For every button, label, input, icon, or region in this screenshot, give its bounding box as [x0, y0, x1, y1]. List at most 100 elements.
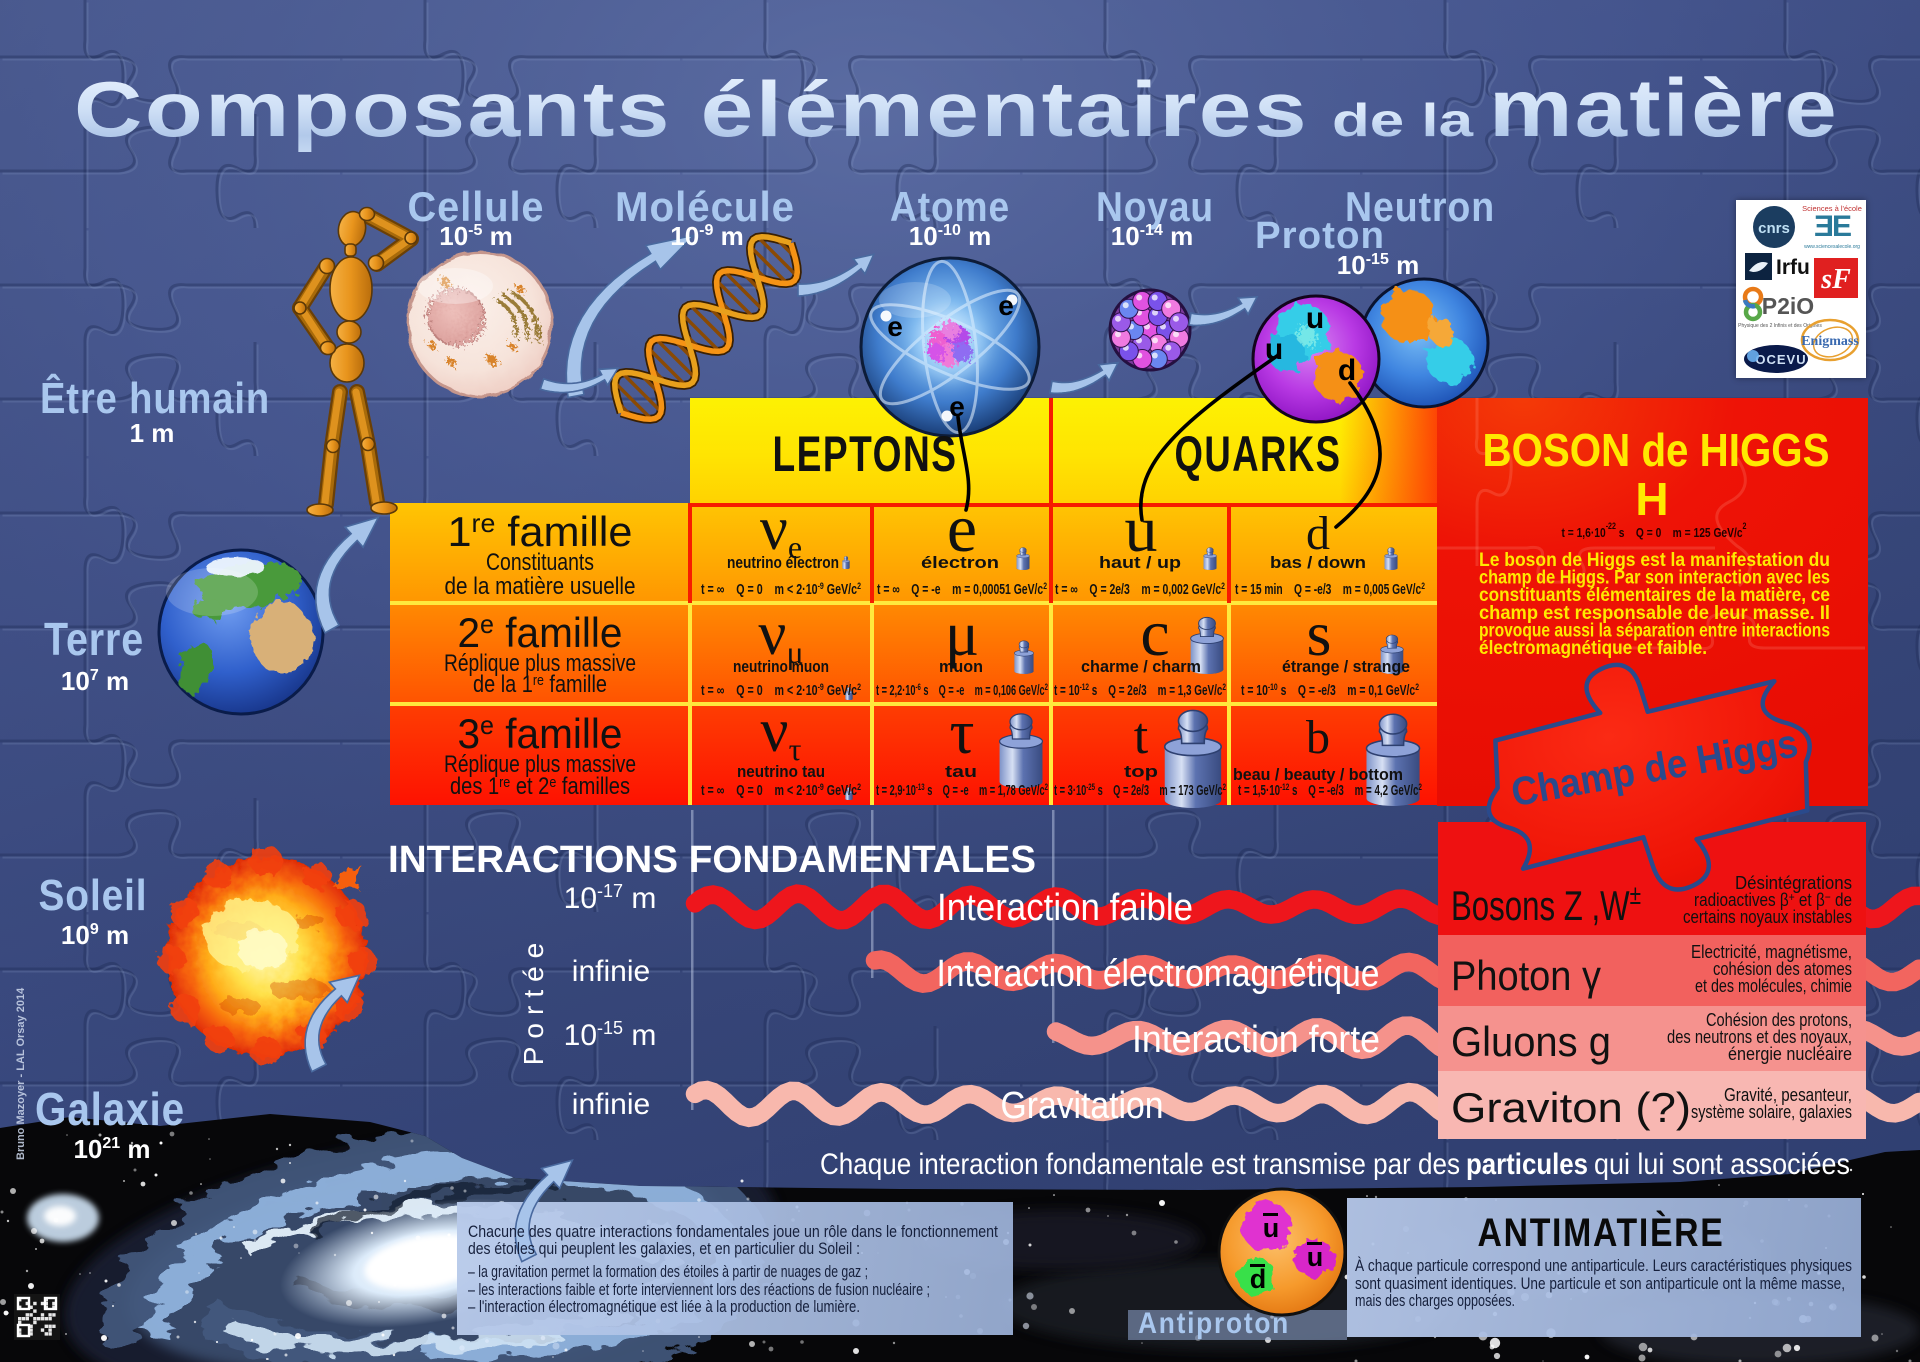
svg-text:QUARKS: QUARKS [1175, 426, 1342, 482]
svg-text:P2iO: P2iO [1762, 293, 1814, 319]
svg-text:et des molécules, chimie: et des molécules, chimie [1695, 976, 1852, 996]
svg-text:e: e [998, 290, 1014, 321]
svg-text:haut / up: haut / up [1099, 553, 1181, 572]
svg-text:Proton: Proton [1255, 215, 1385, 257]
svg-text:H: H [1635, 473, 1668, 525]
svg-text:t: t [1134, 708, 1149, 765]
svg-text:Neutron: Neutron [1345, 183, 1495, 230]
svg-text:1 m: 1 m [130, 418, 175, 448]
svg-text:beau / beauty / bottom: beau / beauty / bottom [1233, 765, 1403, 784]
svg-text:Graviton (?): Graviton (?) [1451, 1084, 1691, 1131]
svg-text:Sciences à l'école: Sciences à l'école [1802, 204, 1862, 213]
svg-text:τ: τ [950, 699, 975, 767]
svg-text:étrange / strange: étrange / strange [1282, 657, 1410, 676]
svg-text:Bruno Mazoyer - LAL Orsay 2014: Bruno Mazoyer - LAL Orsay 2014 [15, 987, 27, 1160]
svg-text:u: u [1263, 1213, 1280, 1243]
svg-text:1re famille: 1re famille [448, 508, 633, 555]
svg-text:t = ∞ Q = 0 m < 2·10-9 G: t = ∞ Q = 0 m < 2·10-9 GeV/c2 [701, 682, 861, 699]
svg-text:3e famille: 3e famille [458, 710, 623, 757]
svg-text:Le boson de Higgs est la manif: Le boson de Higgs est la manifestation d… [1479, 549, 1830, 571]
svg-text:t = 3·10-25 s Q = 2e/3 m: t = 3·10-25 s Q = 2e/3 m = 173 GeV/c2 [1054, 782, 1226, 799]
svg-text:sont quasiment identiques. Une: sont quasiment identiques. Une particule… [1355, 1274, 1845, 1293]
svg-text:cnrs: cnrs [1758, 220, 1790, 237]
svg-text:10-5 m: 10-5 m [439, 221, 513, 251]
svg-text:Interaction électromagnétique: Interaction électromagnétique [937, 953, 1380, 995]
svg-text:Gravité, pesanteur,: Gravité, pesanteur, [1724, 1085, 1852, 1105]
svg-text:Photon γ: Photon γ [1451, 952, 1601, 999]
svg-text:10-15 m: 10-15 m [564, 1018, 657, 1052]
svg-text:Interaction faible: Interaction faible [937, 887, 1193, 929]
svg-text:Noyau: Noyau [1096, 183, 1214, 230]
svg-text:neutrino électron: neutrino électron [727, 553, 839, 572]
svg-text:t = ∞ Q = 0 m < 2·10-9 G: t = ∞ Q = 0 m < 2·10-9 GeV/c2 [701, 782, 861, 799]
svg-text:Bosons Z ,W±: Bosons Z ,W± [1451, 879, 1641, 929]
svg-text:t = ∞ Q = 0 m < 2·10-9 G: t = ∞ Q = 0 m < 2·10-9 GeV/c2 [701, 581, 861, 598]
svg-text:infinie: infinie [572, 1088, 650, 1121]
svg-text:LEPTONS: LEPTONS [773, 426, 958, 482]
svg-text:Atome: Atome [890, 183, 1010, 230]
svg-text:énergie nucléaire: énergie nucléaire [1728, 1044, 1852, 1064]
svg-text:Réplique plus massive: Réplique plus massive [444, 751, 636, 778]
svg-text:des neutrons et des noyaux,: des neutrons et des noyaux, [1667, 1027, 1852, 1047]
svg-text:mais des charges opposées.: mais des charges opposées. [1355, 1291, 1515, 1310]
svg-text:Gluons g: Gluons g [1451, 1018, 1611, 1065]
svg-text:www.sciencesalecole.org: www.sciencesalecole.org [1804, 244, 1860, 250]
svg-text:provoque aussi la séparation e: provoque aussi la séparation entre inter… [1479, 619, 1830, 641]
svg-text:Réplique plus massive: Réplique plus massive [444, 650, 636, 677]
svg-text:champ est responsable de leur: champ est responsable de leur masse. Il [1479, 602, 1830, 624]
svg-text:INTERACTIONS FONDAMENTALES: INTERACTIONS FONDAMENTALES [388, 839, 1036, 881]
svg-text:muon: muon [939, 657, 983, 676]
svg-text:t = 2,2·10-6 s Q = -e m: t = 2,2·10-6 s Q = -e m = 0,106 GeV/c2 [876, 682, 1048, 699]
svg-text:10-9 m: 10-9 m [670, 221, 744, 251]
svg-text:Physique des 2 Infinis et des: Physique des 2 Infinis et des Origines [1738, 323, 1822, 329]
svg-text:électromagnétique et faible.: électromagnétique et faible. [1479, 637, 1707, 659]
svg-text:t = 10-12 s Q = 2e/3 m =: t = 10-12 s Q = 2e/3 m = 1,3 GeV/c2 [1054, 682, 1226, 699]
svg-text:1021 m: 1021 m [73, 1134, 150, 1164]
svg-text:10-10 m: 10-10 m [909, 221, 991, 251]
svg-text:d: d [1306, 507, 1330, 560]
svg-text:certains noyaux instables: certains noyaux instables [1683, 907, 1852, 927]
svg-text:particules: particules [1466, 1148, 1588, 1181]
svg-text:t = ∞ Q = -e m = 0,00051: t = ∞ Q = -e m = 0,00051 GeV/c2 [877, 581, 1047, 598]
svg-text:Soleil: Soleil [39, 871, 148, 920]
svg-text:s: s [1307, 598, 1332, 669]
svg-text:ντ: ντ [761, 697, 802, 767]
svg-text:2e famille: 2e famille [458, 609, 623, 656]
svg-text:des 1re et 2e familles: des 1re et 2e familles [450, 773, 630, 800]
svg-text:infinie: infinie [572, 955, 650, 988]
svg-text:t = 10-10 s Q = -e/3 m =: t = 10-10 s Q = -e/3 m = 0,1 GeV/c2 [1241, 682, 1419, 699]
svg-text:Terre: Terre [44, 613, 144, 665]
svg-text:ANTIMATIÈRE: ANTIMATIÈRE [1478, 1210, 1725, 1255]
svg-text:qui lui sont associées: qui lui sont associées [1594, 1148, 1850, 1181]
svg-text:Chacune des quatre interaction: Chacune des quatre interactions fondamen… [468, 1222, 998, 1241]
svg-text:neutrino muon: neutrino muon [733, 657, 829, 676]
svg-text:top: top [1124, 762, 1158, 781]
svg-text:– la gravitation permet la for: – la gravitation permet la formation des… [468, 1262, 868, 1281]
svg-text:d: d [1338, 354, 1356, 387]
svg-text:u: u [1125, 493, 1158, 566]
svg-text:cohésion des atomes: cohésion des atomes [1713, 959, 1852, 979]
svg-text:Irfu: Irfu [1776, 256, 1810, 279]
svg-text:Electricité, magnétisme,: Electricité, magnétisme, [1691, 942, 1852, 962]
svg-text:c: c [1140, 597, 1169, 670]
svg-text:10-14 m: 10-14 m [1111, 221, 1193, 251]
svg-text:u: u [1265, 333, 1283, 366]
svg-text:Portée: Portée [518, 935, 549, 1066]
svg-text:électron: électron [921, 553, 999, 572]
svg-text:Molécule: Molécule [615, 183, 795, 230]
svg-text:de la 1re famille: de la 1re famille [473, 671, 607, 698]
svg-text:10-17 m: 10-17 m [564, 881, 657, 915]
svg-text:bas / down: bas / down [1270, 553, 1366, 572]
svg-text:Antiproton: Antiproton [1138, 1307, 1290, 1340]
svg-text:10-15 m: 10-15 m [1337, 250, 1419, 280]
svg-text:radioactives β+ et β− de: radioactives β+ et β− de [1694, 890, 1852, 910]
svg-text:μ: μ [945, 598, 979, 669]
svg-text:de la: de la [1332, 94, 1474, 146]
svg-text:système solaire, galaxies: système solaire, galaxies [1691, 1102, 1852, 1122]
svg-text:ƎE: ƎE [1814, 210, 1851, 243]
svg-text:t = 15 min Q = -e/3 m =: t = 15 min Q = -e/3 m = 0,005 GeV/c2 [1235, 581, 1425, 598]
svg-text:t = 2,9·10-13 s Q = -e m: t = 2,9·10-13 s Q = -e m = 1,78 GeV/c2 [876, 782, 1048, 799]
svg-text:109 m: 109 m [61, 920, 129, 950]
svg-text:OCEVU: OCEVU [1755, 352, 1806, 367]
svg-text:tau: tau [945, 762, 977, 781]
